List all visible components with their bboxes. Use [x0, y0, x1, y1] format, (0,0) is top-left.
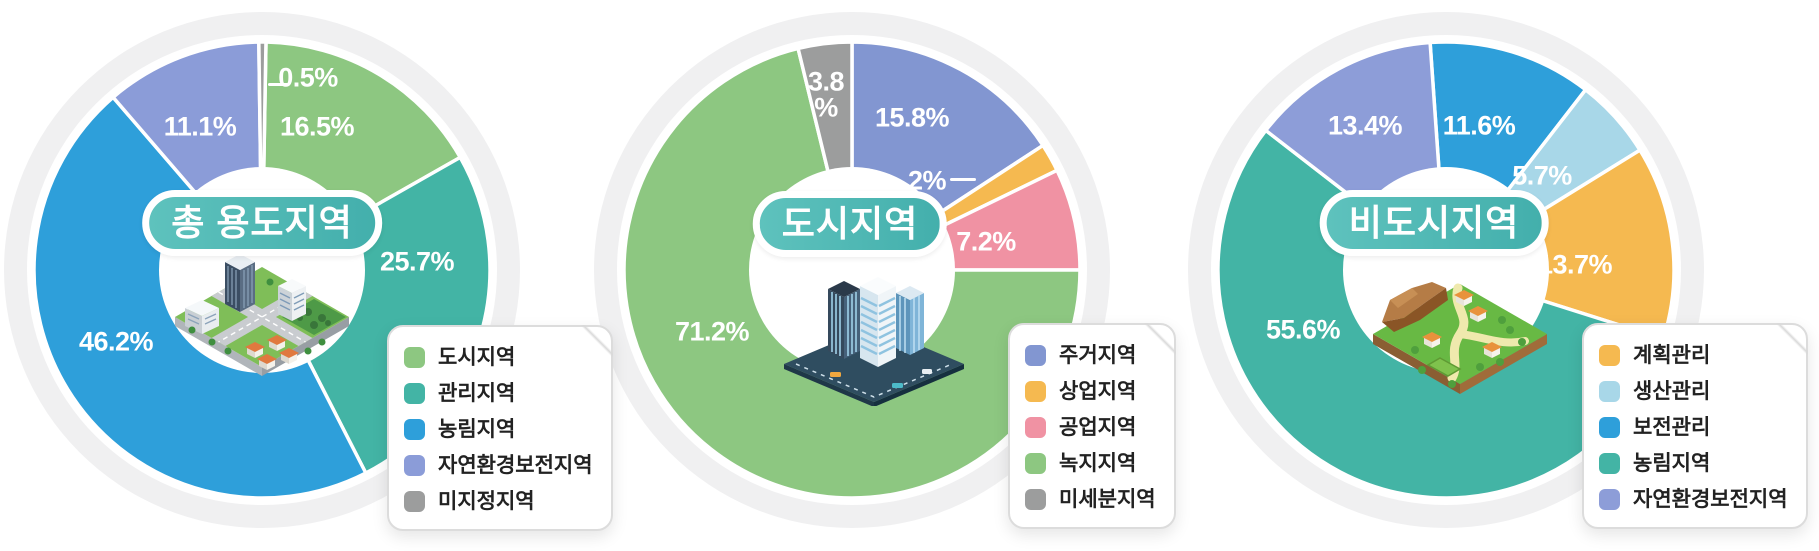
legend-label: 주거지역 [1059, 343, 1137, 367]
skyscraper-illustration [774, 256, 974, 411]
legend-label: 도시지역 [438, 345, 516, 369]
legend-item: 주거지역 [1025, 337, 1156, 373]
legend-label: 계획관리 [1633, 343, 1711, 367]
legend-label: 생산관리 [1633, 379, 1711, 403]
legend-label: 보전관리 [1633, 415, 1711, 439]
legend-item: 도시지역 [404, 339, 593, 375]
slice-label: 16.5% [279, 111, 355, 142]
legend-item: 농림지역 [404, 411, 593, 447]
city-illustration [162, 252, 362, 407]
legend-color-chip [404, 346, 425, 368]
legend-color-chip [1599, 488, 1620, 510]
slice-label: 3.8 % [807, 66, 845, 122]
legend-color-chip [1599, 344, 1620, 366]
legend-item: 상업지역 [1025, 373, 1156, 409]
label-callout-line [950, 178, 976, 181]
legend-color-chip [1025, 452, 1046, 474]
chart-title-pill: 도시지역 [752, 191, 948, 257]
slice-label: 46.2% [78, 326, 154, 357]
legend-item: 미세분지역 [1025, 481, 1156, 517]
legend-label: 미지정지역 [438, 489, 535, 513]
legend-color-chip [404, 454, 425, 476]
donut-chart [1188, 12, 1704, 528]
legend-color-chip [1025, 344, 1046, 366]
legend-label: 자연환경보전지역 [438, 453, 593, 477]
legend-color-chip [1025, 488, 1046, 510]
slice-label: 71.2% [674, 316, 750, 347]
legend-item: 자연환경보전지역 [404, 447, 593, 483]
slice-label: 25.7% [379, 246, 455, 277]
slice-label: 13.4% [1327, 110, 1403, 141]
legend-item: 공업지역 [1025, 409, 1156, 445]
slice-label: 5.7% [1512, 160, 1572, 191]
legend-color-chip [1599, 380, 1620, 402]
legend-color-chip [404, 382, 425, 404]
legend-item: 농림지역 [1599, 445, 1788, 481]
legend-color-chip [404, 490, 425, 512]
legend-label: 상업지역 [1059, 379, 1137, 403]
legend-item: 생산관리 [1599, 373, 1788, 409]
legend-item: 보전관리 [1599, 409, 1788, 445]
legend-color-chip [1599, 452, 1620, 474]
slice-label: 13.7% [1537, 249, 1613, 280]
legend-color-chip [1025, 380, 1046, 402]
slice-label: 2% [907, 165, 947, 196]
chart-title-pill: 총 용도지역 [142, 190, 382, 256]
legend-label: 녹지지역 [1059, 451, 1137, 475]
slice-label: 55.6% [1265, 314, 1341, 345]
legend-label: 자연환경보전지역 [1633, 487, 1788, 511]
legend-label: 농림지역 [1633, 451, 1711, 475]
legend-item: 미지정지역 [404, 483, 593, 519]
label-callout-line [268, 83, 289, 86]
legend-label: 관리지역 [438, 381, 516, 405]
slice-label: 15.8% [874, 102, 950, 133]
legend-item: 관리지역 [404, 375, 593, 411]
legend-label: 농림지역 [438, 417, 516, 441]
slice-label: 11.1% [163, 111, 237, 142]
legend-label: 미세분지역 [1059, 487, 1156, 511]
legend-item: 녹지지역 [1025, 445, 1156, 481]
village-illustration [1360, 262, 1560, 417]
legend-color-chip [1025, 416, 1046, 438]
legend-color-chip [1599, 416, 1620, 438]
slice-label: 11.6% [1442, 110, 1516, 141]
pie-slice-4 [257, 40, 268, 172]
chart-title-pill: 비도시지역 [1319, 190, 1549, 256]
legend-label: 공업지역 [1059, 415, 1137, 439]
legend-item: 자연환경보전지역 [1599, 481, 1788, 517]
legend-color-chip [404, 418, 425, 440]
slice-label: 0.5% [278, 62, 338, 93]
legend-item: 계획관리 [1599, 337, 1788, 373]
slice-label: 7.2% [956, 226, 1016, 257]
